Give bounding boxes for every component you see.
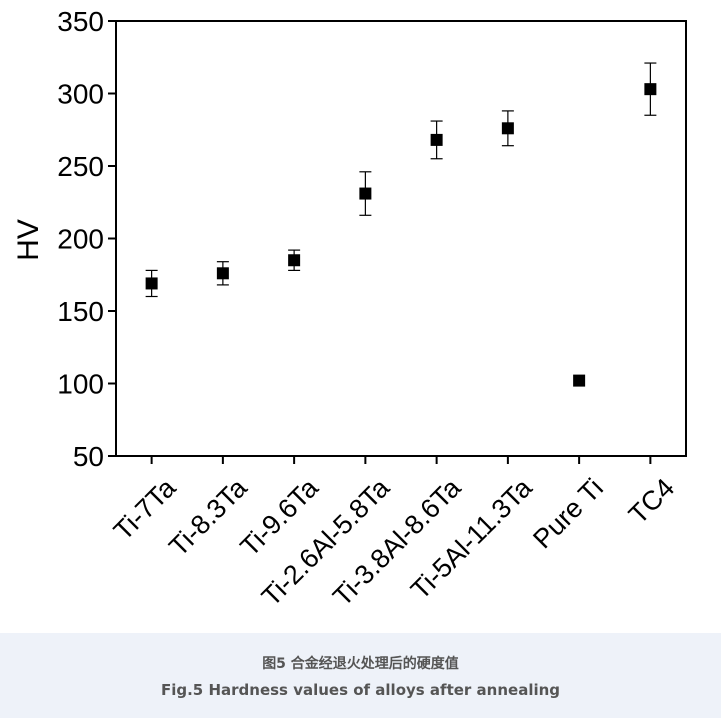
caption-english: Fig.5 Hardness values of alloys after an… — [160, 681, 561, 699]
data-point — [288, 254, 301, 267]
hardness-chart: 50 100 150 200 250 300 350 Ti-7TaTi-8.3TaTi-9.… — [12, 6, 687, 612]
y-tick-label: 100 — [57, 369, 104, 400]
y-tick-label: 350 — [57, 6, 104, 37]
data-point — [359, 187, 372, 200]
y-axis-label: HV — [12, 219, 45, 261]
data-point — [573, 374, 586, 387]
y-tick-label: 300 — [57, 79, 104, 110]
y-tick-label: 150 — [57, 296, 104, 327]
y-tick-label: 250 — [57, 151, 104, 182]
y-tick-label: 50 — [73, 441, 104, 472]
x-tick-label: Pure Ti — [527, 473, 609, 555]
plot-frame — [115, 20, 687, 457]
caption-chinese: 图5 合金经退火处理后的硬度值 — [262, 656, 459, 672]
y-tick-label: 200 — [57, 224, 104, 255]
x-axis: Ti-7TaTi-8.3TaTi-9.6TaTi-2.6Al-5.8TaTi-3… — [108, 456, 680, 612]
data-marks — [145, 62, 657, 387]
data-point — [644, 83, 657, 96]
x-tick-label: Ti-8.3Ta — [163, 472, 253, 562]
data-point — [145, 277, 158, 290]
data-point — [216, 267, 229, 280]
data-point — [430, 133, 443, 146]
data-point — [501, 122, 514, 135]
caption-band: 图5 合金经退火处理后的硬度值 Fig.5 Hardness values of… — [0, 633, 721, 718]
y-axis: 50 100 150 200 250 300 350 — [57, 6, 116, 472]
x-tick-label: TC4 — [623, 473, 680, 530]
